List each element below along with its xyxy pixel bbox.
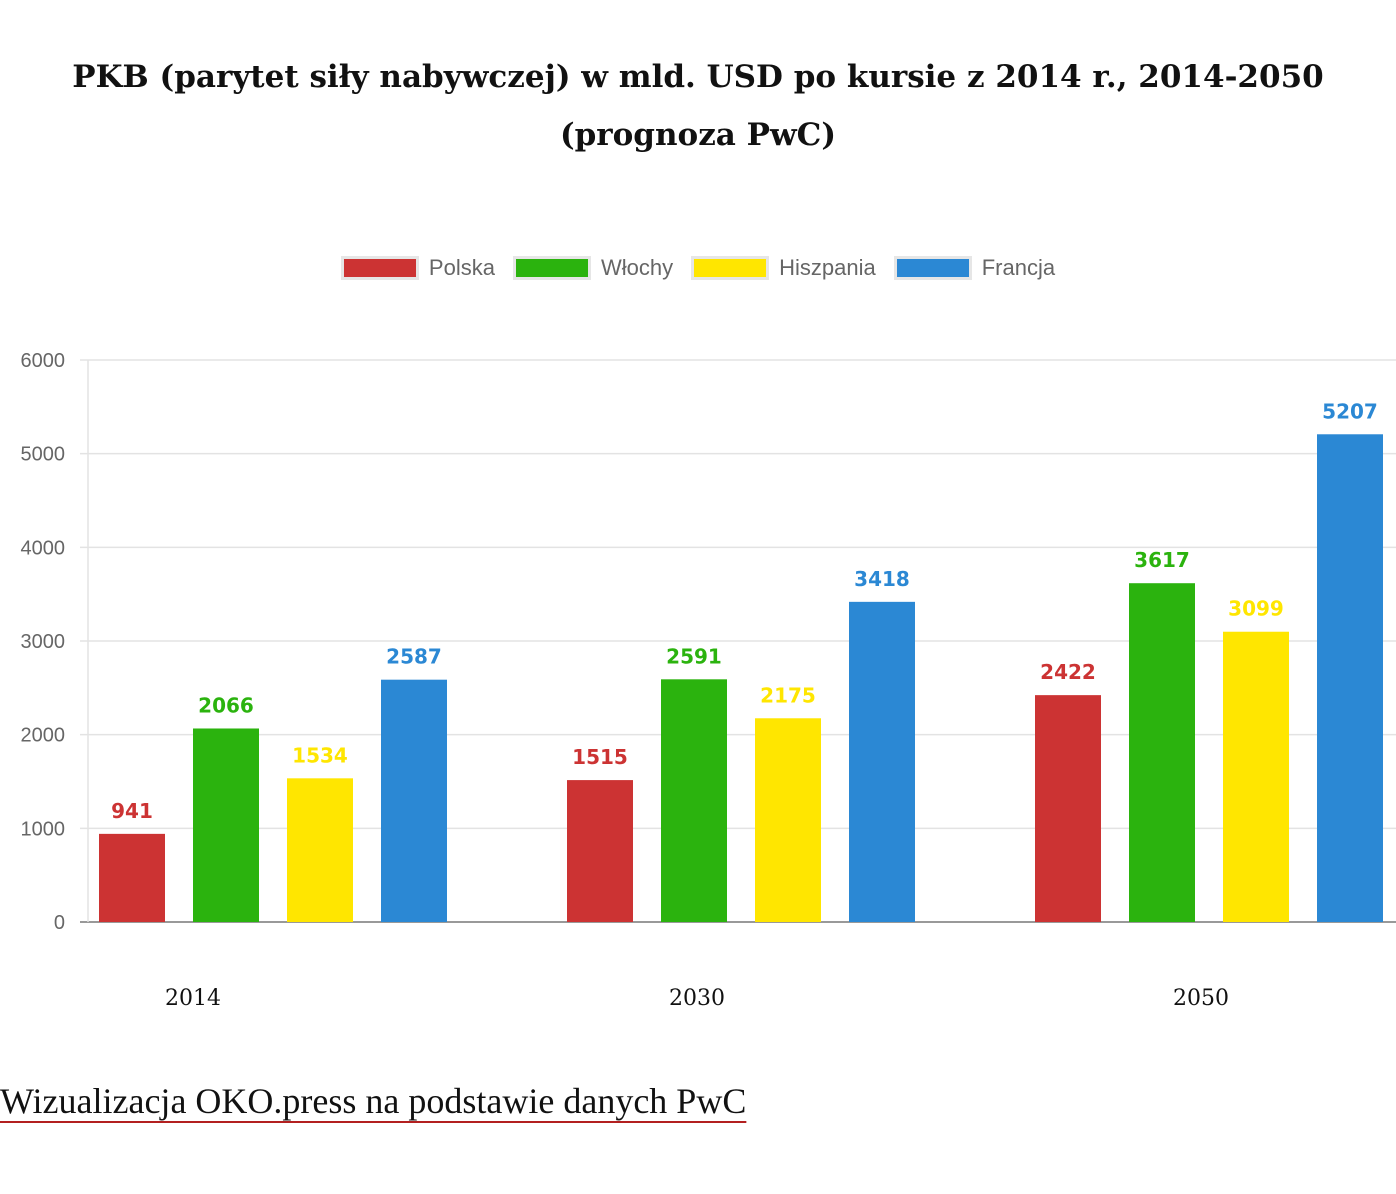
legend-swatch-wlochy (512, 256, 591, 280)
x-category-label-2030: 2030 (669, 986, 725, 1011)
data-label-francja-2014: 2587 (386, 645, 442, 669)
y-tick-label-5000: 5000 (21, 444, 66, 466)
legend-item-francja[interactable]: Francja (893, 255, 1056, 281)
legend-item-wlochy[interactable]: Włochy (512, 255, 674, 281)
data-label-polska-2030: 1515 (572, 745, 628, 769)
y-tick-label-1000: 1000 (21, 818, 66, 840)
y-tick-label-4000: 4000 (21, 537, 66, 559)
bar-włochy-2014[interactable] (193, 728, 259, 922)
y-tick-label-3000: 3000 (21, 631, 66, 653)
data-label-włochy-2014: 2066 (198, 693, 254, 717)
grid-lines (80, 359, 1396, 923)
data-label-hiszpania-2030: 2175 (760, 683, 816, 707)
bar-francja-2050[interactable] (1317, 434, 1383, 922)
y-tick-label-6000: 6000 (21, 350, 66, 372)
legend: Polska Włochy Hiszpania Francja (0, 253, 1396, 283)
x-category-label-2050: 2050 (1173, 986, 1229, 1011)
legend-item-hiszpania[interactable]: Hiszpania (691, 255, 876, 281)
y-tick-label-0: 0 (54, 912, 65, 934)
data-label-włochy-2030: 2591 (666, 644, 722, 668)
data-labels: 941 2066 1534 2587 1515 2591 2175 3418 2422 3617 3… (111, 399, 1378, 823)
data-label-włochy-2050: 3617 (1134, 548, 1190, 572)
legend-label-wlochy: Włochy (600, 255, 674, 280)
legend-swatch-hiszpania (691, 256, 770, 280)
source-link[interactable]: Wizualizacja OKO.press na podstawie dany… (0, 1081, 747, 1121)
data-label-hiszpania-2050: 3099 (1228, 597, 1284, 621)
bar-hiszpania-2030[interactable] (755, 718, 821, 922)
bar-polska-2030[interactable] (567, 780, 633, 922)
x-axis-categories: 2014 2030 2050 (165, 986, 1229, 1011)
bars (99, 434, 1383, 922)
bar-francja-2030[interactable] (849, 601, 915, 922)
bar-włochy-2050[interactable] (1129, 583, 1195, 922)
data-label-hiszpania-2014: 1534 (292, 743, 348, 767)
legend-item-polska[interactable]: Polska (340, 255, 495, 281)
legend-label-francja: Francja (981, 255, 1056, 280)
bar-polska-2014[interactable] (99, 833, 165, 922)
bar-polska-2050[interactable] (1035, 695, 1101, 922)
x-category-label-2014: 2014 (165, 986, 221, 1011)
legend-swatch-polska (340, 256, 419, 280)
data-label-francja-2050: 5207 (1322, 399, 1378, 423)
y-axis-ticks: 0 1000 2000 3000 4000 5000 6000 (21, 350, 66, 934)
bar-hiszpania-2014[interactable] (287, 778, 353, 922)
bar-włochy-2030[interactable] (661, 679, 727, 922)
bar-francja-2014[interactable] (381, 679, 447, 922)
data-label-francja-2030: 3418 (854, 567, 910, 591)
y-tick-label-2000: 2000 (21, 725, 66, 747)
bar-chart-svg: 0 1000 2000 3000 4000 5000 6000 941 2066 1534 258… (21, 350, 1396, 1011)
legend-label-polska: Polska (428, 255, 495, 280)
data-label-polska-2050: 2422 (1040, 660, 1096, 684)
bar-hiszpania-2050[interactable] (1223, 631, 1289, 922)
legend-label-hiszpania: Hiszpania (779, 255, 876, 280)
data-label-polska-2014: 941 (111, 799, 153, 823)
legend-swatch-francja (893, 256, 972, 280)
chart-title: PKB (parytet siły nabywczej) w mld. USD … (72, 59, 1324, 153)
